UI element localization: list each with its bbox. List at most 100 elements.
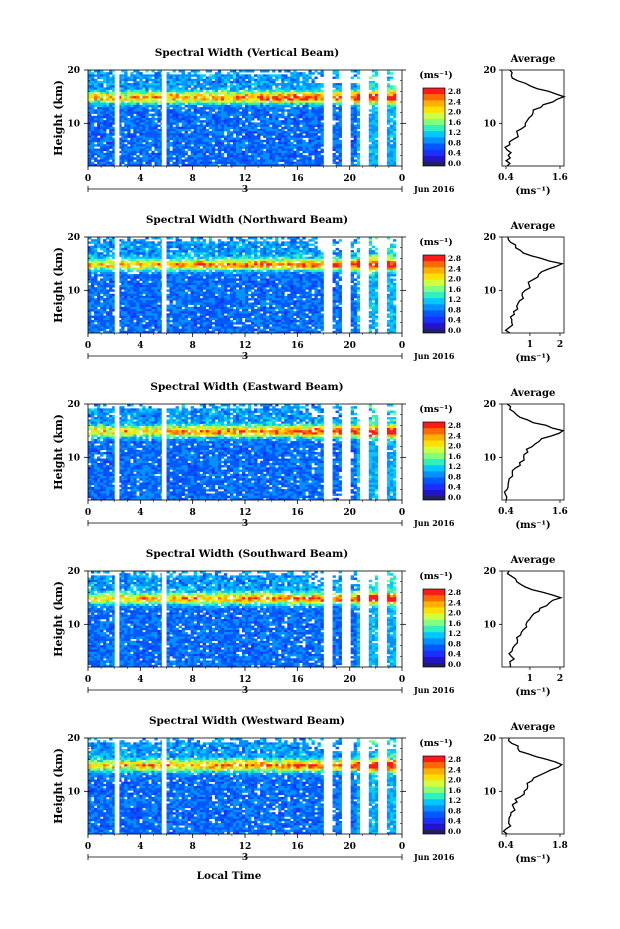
heatmap-cell [290, 126, 294, 130]
heatmap-cell [124, 313, 128, 316]
heatmap-cell [157, 274, 161, 277]
heatmap-cell [305, 146, 309, 149]
heatmap-cell [184, 139, 188, 143]
heatmap-cell [94, 115, 98, 119]
heatmap-cell [305, 94, 309, 97]
heatmap-cell [136, 76, 140, 80]
heatmap-cell [166, 285, 170, 288]
heatmap-cell [299, 98, 303, 101]
heatmap-cell [392, 131, 397, 134]
heatmap-cell [254, 155, 258, 158]
heatmap-cell [136, 74, 140, 77]
heatmap-cell [94, 330, 98, 334]
heatmap-cell [151, 261, 155, 264]
heatmap-cell [281, 142, 285, 145]
heatmap-cell [121, 89, 125, 93]
heatmap-cell [118, 250, 122, 253]
heatmap-cell [94, 278, 98, 281]
heatmap-cell [133, 128, 137, 132]
heatmap-cell [109, 72, 113, 75]
heatmap-cell [124, 152, 128, 156]
heatmap-cell [196, 94, 201, 97]
heatmap-cell [127, 96, 131, 99]
heatmap-cell [127, 304, 131, 308]
heatmap-cell [97, 96, 101, 99]
heatmap-cell [133, 324, 137, 327]
heatmap-cell [91, 76, 95, 80]
heatmap-cell [169, 118, 173, 121]
heatmap-cell [136, 128, 140, 132]
heatmap-cell [374, 150, 379, 154]
heatmap-cell [350, 131, 354, 134]
heatmap-cell [130, 250, 134, 253]
heatmap-cell [172, 315, 176, 319]
heatmap-cell [118, 159, 122, 162]
heatmap-cell [112, 278, 116, 281]
heatmap-cell [217, 113, 222, 117]
heatmap-cell [157, 133, 161, 136]
heatmap-cell [350, 126, 354, 130]
heatmap-cell [133, 89, 137, 93]
heatmap-cell [293, 144, 297, 147]
heatmap-cell [97, 159, 101, 162]
heatmap-cell [124, 324, 128, 327]
heatmap-cell [130, 302, 134, 305]
heatmap-cell [157, 304, 161, 308]
heatmap-cell [371, 142, 376, 145]
heatmap-cell [130, 328, 134, 332]
heatmap-cell [266, 113, 270, 117]
heatmap-cell [386, 120, 391, 123]
heatmap-cell [220, 78, 225, 82]
heatmap-cell [175, 330, 179, 334]
heatmap-cell [257, 87, 261, 90]
heatmap-cell [263, 118, 267, 121]
heatmap-cell [187, 124, 191, 128]
heatmap-cell [263, 78, 267, 82]
heatmap-cell [293, 100, 297, 104]
heatmap-cell [121, 152, 125, 156]
heatmap-cell [109, 330, 113, 334]
heatmap-cell [103, 247, 107, 251]
heatmap-cell [196, 267, 201, 271]
heatmap-cell [154, 152, 158, 156]
heatmap-cell [208, 113, 213, 117]
heatmap-cell [293, 89, 297, 93]
heatmap-cell [181, 304, 185, 308]
heatmap-cell [389, 159, 394, 162]
heatmap-cell [145, 250, 149, 253]
heatmap-cell [175, 124, 179, 128]
heatmap-cell [257, 104, 261, 108]
heatmap-cell [353, 109, 358, 112]
heatmap-cell [133, 328, 137, 332]
heatmap-cell [223, 148, 228, 152]
heatmap-cell [287, 148, 291, 152]
heatmap-cell [368, 133, 373, 136]
heatmap-cell [260, 139, 264, 143]
heatmap-cell [217, 74, 222, 77]
heatmap-cell [320, 111, 324, 114]
heatmap-cell [130, 78, 134, 82]
heatmap-cell [220, 159, 225, 162]
heatmap-cell [175, 128, 179, 132]
heatmap-cell [118, 146, 122, 149]
heatmap-cell [371, 109, 376, 112]
heatmap-cell [178, 247, 182, 251]
heatmap-cell [178, 313, 182, 316]
heatmap-cell [229, 70, 234, 73]
heatmap-cell [332, 159, 336, 162]
heatmap-cell [386, 96, 391, 99]
heatmap-cell [157, 124, 161, 128]
heatmap-cell [199, 87, 204, 90]
heatmap-cell [211, 94, 216, 97]
heatmap-cell [100, 126, 104, 130]
heatmap-cell [148, 133, 152, 136]
heatmap-cell [88, 274, 92, 277]
heatmap-cell [109, 118, 113, 121]
heatmap-cell [145, 150, 149, 154]
heatmap-cell [389, 111, 394, 114]
heatmap-cell [190, 298, 194, 301]
heatmap-cell [118, 265, 122, 268]
heatmap-cell [308, 122, 312, 125]
heatmap-cell [151, 150, 155, 154]
heatmap-cell [184, 263, 188, 266]
